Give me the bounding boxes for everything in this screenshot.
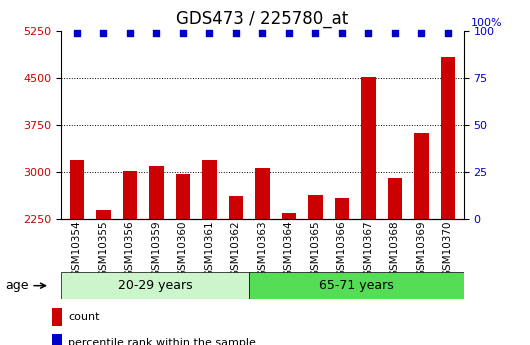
Text: GSM10359: GSM10359 bbox=[152, 220, 161, 277]
Text: 65-71 years: 65-71 years bbox=[319, 279, 394, 292]
Point bbox=[258, 30, 267, 36]
Text: GSM10365: GSM10365 bbox=[311, 220, 320, 277]
Text: GSM10356: GSM10356 bbox=[125, 220, 135, 277]
Point bbox=[99, 30, 108, 36]
Bar bbox=[61, 272, 249, 299]
Bar bbox=[52, 334, 62, 345]
Bar bbox=[52, 308, 62, 326]
Bar bbox=[149, 166, 164, 219]
Point bbox=[417, 30, 426, 36]
Text: GSM10364: GSM10364 bbox=[284, 220, 294, 277]
Text: GSM10369: GSM10369 bbox=[417, 220, 426, 277]
Bar bbox=[414, 133, 429, 219]
Text: GSM10362: GSM10362 bbox=[231, 220, 241, 277]
Bar bbox=[249, 272, 464, 299]
Text: 20-29 years: 20-29 years bbox=[118, 279, 192, 292]
Bar bbox=[255, 168, 270, 219]
Point bbox=[285, 30, 293, 36]
Text: GSM10368: GSM10368 bbox=[390, 220, 400, 277]
Text: GSM10360: GSM10360 bbox=[178, 220, 188, 277]
Point bbox=[311, 30, 320, 36]
Text: GSM10363: GSM10363 bbox=[258, 220, 267, 277]
Text: GSM10366: GSM10366 bbox=[337, 220, 347, 277]
Text: GSM10370: GSM10370 bbox=[443, 220, 453, 277]
Bar bbox=[202, 159, 217, 219]
Text: percentile rank within the sample: percentile rank within the sample bbox=[68, 338, 256, 345]
Text: GDS473 / 225780_at: GDS473 / 225780_at bbox=[176, 10, 349, 28]
Point bbox=[364, 30, 373, 36]
Text: GSM10367: GSM10367 bbox=[364, 220, 373, 277]
Bar bbox=[308, 195, 323, 219]
Point bbox=[232, 30, 240, 36]
Point bbox=[126, 30, 134, 36]
Point bbox=[205, 30, 214, 36]
Text: count: count bbox=[68, 312, 100, 322]
Bar bbox=[440, 57, 455, 219]
Bar bbox=[334, 198, 349, 219]
Point bbox=[179, 30, 187, 36]
Text: 100%: 100% bbox=[471, 18, 502, 28]
Point bbox=[152, 30, 161, 36]
Bar bbox=[69, 159, 84, 219]
Bar bbox=[96, 210, 111, 219]
Text: GSM10354: GSM10354 bbox=[72, 220, 82, 277]
Bar bbox=[175, 174, 190, 219]
Text: GSM10361: GSM10361 bbox=[205, 220, 214, 277]
Bar bbox=[281, 213, 296, 219]
Bar bbox=[387, 178, 402, 219]
Bar bbox=[122, 171, 137, 219]
Text: GSM10355: GSM10355 bbox=[99, 220, 108, 277]
Point bbox=[391, 30, 399, 36]
Bar bbox=[361, 77, 376, 219]
Point bbox=[73, 30, 81, 36]
Point bbox=[338, 30, 346, 36]
Point bbox=[444, 30, 452, 36]
Text: age: age bbox=[5, 279, 46, 292]
Bar bbox=[228, 196, 243, 219]
